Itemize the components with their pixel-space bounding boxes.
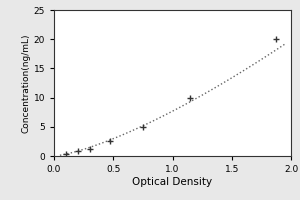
Y-axis label: Concentration(ng/mL): Concentration(ng/mL) xyxy=(22,33,31,133)
X-axis label: Optical Density: Optical Density xyxy=(132,177,213,187)
